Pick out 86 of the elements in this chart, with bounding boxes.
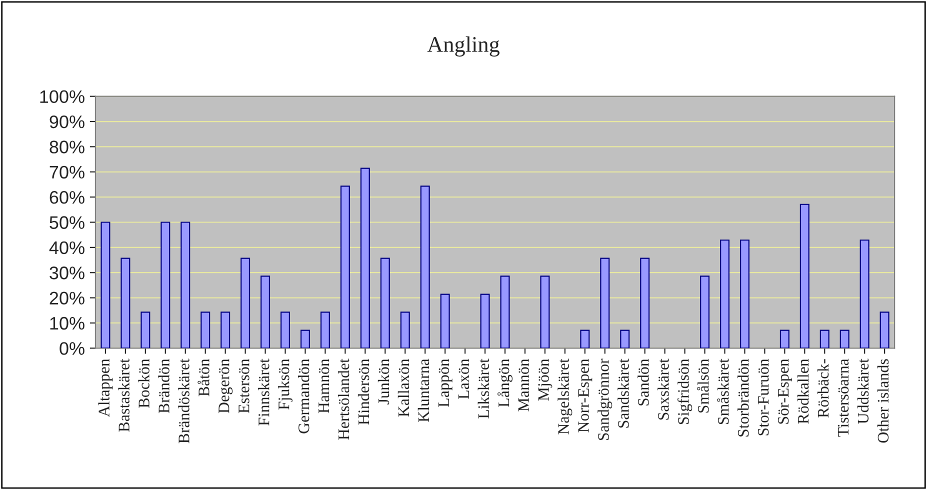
x-tick-label: Sör-Espen bbox=[778, 358, 792, 424]
x-tick-label: Nagelskäret bbox=[558, 358, 572, 434]
x-tick-label: Stor-Furuön bbox=[758, 358, 769, 436]
y-tick-label: 80% bbox=[50, 140, 84, 154]
bar bbox=[540, 276, 550, 348]
x-tick-label: Finnskäret bbox=[258, 358, 270, 426]
x-tick-label: Brändöskäret bbox=[178, 358, 190, 444]
bar bbox=[500, 276, 510, 348]
bar bbox=[340, 186, 350, 348]
x-tick-label: Kluntarna bbox=[418, 358, 430, 422]
x-tick-label: Rörbäck- bbox=[817, 359, 829, 418]
x-tick-label: Germandön bbox=[298, 358, 310, 434]
bar bbox=[380, 258, 390, 348]
bar bbox=[160, 222, 170, 348]
x-tick-label: Sandön bbox=[638, 358, 649, 406]
y-tick-label: 70% bbox=[50, 166, 84, 179]
x-tick-label: Kallaxön bbox=[398, 358, 410, 417]
y-tick-label: 10% bbox=[50, 316, 84, 330]
x-tick-label: Långön bbox=[498, 358, 513, 407]
bar bbox=[800, 204, 810, 348]
bar bbox=[720, 240, 730, 348]
x-tick-label: Hamnön bbox=[318, 358, 330, 414]
bar bbox=[740, 240, 750, 348]
bar bbox=[120, 258, 130, 348]
bar bbox=[860, 240, 870, 348]
bar bbox=[840, 330, 850, 348]
bar bbox=[100, 222, 110, 348]
x-tick-label: Båtön bbox=[198, 358, 210, 396]
y-tick-label: 50% bbox=[50, 216, 84, 229]
x-tick-label: Sandgrönnor bbox=[598, 358, 612, 440]
bar bbox=[640, 258, 650, 348]
y-tick-label: 30% bbox=[50, 266, 84, 280]
x-tick-label: Hindersön bbox=[358, 358, 370, 425]
bar bbox=[780, 330, 790, 348]
x-tick-label: Estersön bbox=[238, 358, 250, 414]
bar bbox=[280, 312, 290, 348]
y-tick-label: 20% bbox=[50, 292, 84, 305]
x-tick-label: Lappön bbox=[438, 358, 452, 407]
bar bbox=[260, 276, 270, 348]
bar bbox=[700, 276, 710, 348]
x-tick-label: Smålsön bbox=[697, 358, 709, 413]
x-tick-label: Rödkallen bbox=[797, 358, 809, 424]
bar bbox=[620, 330, 630, 348]
bar bbox=[140, 312, 150, 348]
x-tick-label: Sigfridsön bbox=[677, 358, 692, 424]
y-tick-label: 90% bbox=[50, 115, 84, 128]
x-tick-label: Småskäret bbox=[717, 358, 729, 424]
bar bbox=[880, 312, 890, 348]
x-tick-label: Bastaskäret bbox=[118, 358, 130, 432]
chart-title: Angling bbox=[427, 36, 500, 57]
x-tick-label: Likskäret bbox=[478, 358, 490, 418]
bar bbox=[180, 222, 190, 348]
x-tick-label: Hertsölandet bbox=[338, 358, 350, 440]
x-tick-label: Altappen bbox=[98, 358, 113, 417]
x-tick-label: Other islands bbox=[877, 359, 889, 443]
bar bbox=[420, 186, 430, 348]
bar bbox=[320, 312, 330, 348]
bar bbox=[440, 294, 450, 348]
bar bbox=[820, 330, 830, 348]
bar bbox=[580, 330, 590, 348]
x-tick-label: Mannön bbox=[518, 358, 529, 412]
x-tick-label: Tistersöarna bbox=[838, 358, 849, 437]
x-tick-label: Laxön bbox=[458, 358, 470, 399]
x-tick-label: Storbrändön bbox=[737, 358, 749, 436]
y-tick-label: 100% bbox=[40, 90, 84, 104]
x-tick-label: Junkön bbox=[378, 358, 390, 404]
bar bbox=[200, 312, 210, 348]
bar bbox=[400, 312, 410, 348]
bar bbox=[480, 294, 490, 348]
bar bbox=[600, 258, 610, 348]
x-tick-label: Sandskäret bbox=[618, 358, 629, 428]
bar bbox=[360, 168, 370, 348]
x-tick-label: Saxskäret bbox=[658, 358, 669, 420]
y-tick-label: 60% bbox=[50, 191, 84, 204]
x-tick-label: Brändön bbox=[158, 358, 170, 414]
x-tick-label: Norr-Espen bbox=[578, 358, 592, 432]
bar bbox=[300, 330, 310, 348]
y-tick-label: 40% bbox=[49, 241, 84, 254]
x-tick-label: Uddskäret bbox=[857, 358, 869, 424]
bar bbox=[240, 258, 250, 348]
bar bbox=[220, 312, 230, 348]
x-tick-label: Degerön bbox=[218, 358, 233, 414]
x-tick-label: Bockön bbox=[138, 358, 150, 408]
x-tick-label: Fjuksön bbox=[278, 358, 293, 410]
y-tick-label: 0% bbox=[60, 342, 84, 355]
x-tick-label: Mjöön bbox=[538, 358, 552, 401]
